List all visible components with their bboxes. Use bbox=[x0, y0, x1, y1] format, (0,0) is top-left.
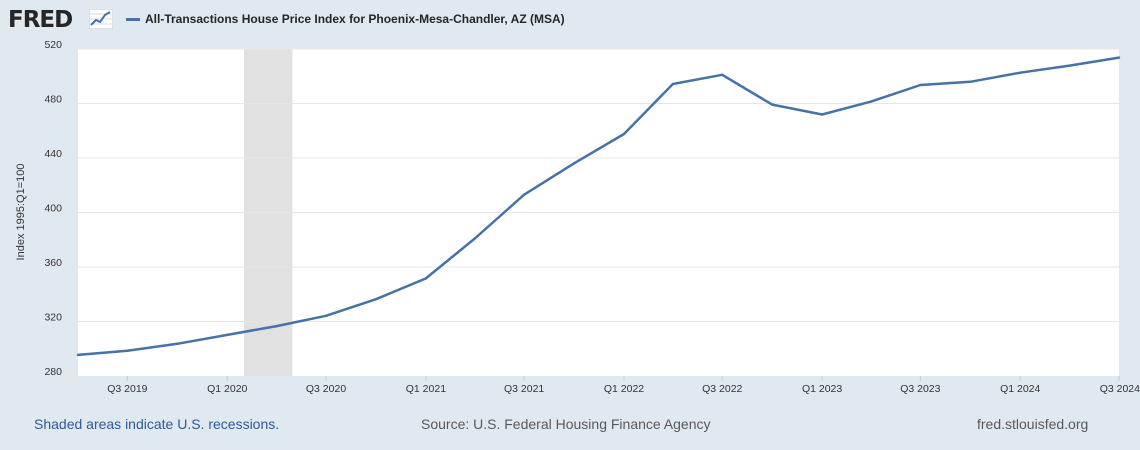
legend-swatch bbox=[126, 17, 140, 21]
y-tick-label: 480 bbox=[44, 94, 62, 106]
data-point[interactable] bbox=[126, 349, 129, 352]
data-point[interactable] bbox=[226, 333, 229, 337]
data-point[interactable] bbox=[869, 100, 873, 103]
y-axis-title: Index 1995:Q1=100 bbox=[15, 164, 27, 261]
data-point[interactable] bbox=[671, 82, 675, 86]
data-point[interactable] bbox=[572, 162, 576, 165]
x-tick-label: Q1 2023 bbox=[802, 383, 842, 395]
data-point[interactable] bbox=[622, 132, 626, 136]
data-point[interactable] bbox=[1019, 71, 1022, 74]
chart-legend: All-Transactions House Price Index for P… bbox=[126, 12, 565, 26]
y-tick-label: 440 bbox=[44, 148, 62, 160]
x-tick-label: Q3 2019 bbox=[107, 383, 147, 395]
data-point[interactable] bbox=[1117, 56, 1121, 59]
grid-layer bbox=[78, 48, 1119, 322]
y-tick-label: 400 bbox=[44, 203, 62, 215]
x-axis-ticks: Q3 2019 Q1 2020 Q3 2020 Q1 2021 Q3 2021 Q1 20… bbox=[107, 376, 1140, 395]
data-point[interactable] bbox=[1068, 64, 1071, 67]
data-point[interactable] bbox=[275, 324, 278, 328]
y-tick-label: 320 bbox=[44, 312, 62, 324]
data-point[interactable] bbox=[721, 73, 724, 76]
x-tick-label: Q1 2024 bbox=[1000, 383, 1040, 395]
data-point[interactable] bbox=[969, 80, 972, 84]
data-point[interactable] bbox=[76, 353, 80, 357]
y-axis-ticks: 280 320 360 400 440 480 520 bbox=[44, 39, 62, 378]
data-point[interactable] bbox=[770, 103, 774, 106]
x-tick-label: Q3 2023 bbox=[900, 383, 940, 395]
data-point[interactable] bbox=[919, 83, 922, 87]
source-note: Source: U.S. Federal Housing Finance Age… bbox=[421, 416, 711, 432]
x-tick-label: Q1 2021 bbox=[406, 383, 446, 395]
legend-label: All-Transactions House Price Index for P… bbox=[145, 12, 565, 26]
chart-header: FRED All-Transactions House Price Index … bbox=[0, 0, 1140, 44]
site-url[interactable]: fred.stlouisfed.org bbox=[977, 416, 1089, 432]
series-line[interactable] bbox=[77, 56, 1120, 357]
x-tick-label: Q3 2022 bbox=[702, 383, 742, 395]
x-tick-label: Q1 2020 bbox=[207, 383, 247, 395]
recession-note-link[interactable]: Shaded areas indicate U.S. recessions. bbox=[34, 416, 280, 432]
data-point[interactable] bbox=[820, 113, 824, 116]
x-tick-label: Q1 2022 bbox=[604, 383, 644, 395]
data-point[interactable] bbox=[176, 342, 179, 346]
x-tick-label: Q3 2024 bbox=[1100, 383, 1140, 395]
chart-footer: Shaded areas indicate U.S. recessions. S… bbox=[0, 416, 1140, 436]
trend-line-icon bbox=[89, 9, 113, 29]
y-tick-label: 520 bbox=[44, 39, 62, 51]
data-point[interactable] bbox=[324, 314, 328, 317]
data-point[interactable] bbox=[424, 277, 428, 280]
data-point[interactable] bbox=[522, 193, 526, 196]
data-point[interactable] bbox=[374, 297, 378, 301]
x-tick-label: Q3 2020 bbox=[306, 383, 346, 395]
fred-logo[interactable]: FRED bbox=[8, 7, 73, 33]
x-tick-label: Q3 2021 bbox=[504, 383, 544, 395]
y-tick-label: 280 bbox=[44, 366, 62, 378]
data-point[interactable] bbox=[473, 237, 476, 240]
y-tick-label: 360 bbox=[44, 257, 62, 269]
series-layer bbox=[76, 56, 1121, 357]
